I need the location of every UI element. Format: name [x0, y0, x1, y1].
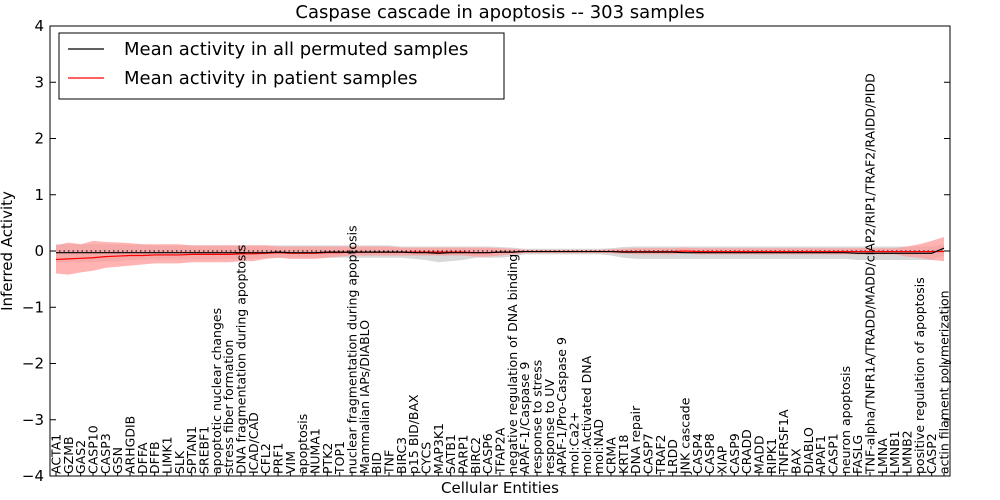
x-category-label: PRF1 [271, 443, 286, 474]
y-axis: 4 3 2 1 0 −1 −2 −3 −4 [22, 17, 950, 485]
x-category-label: BAX [789, 448, 804, 474]
x-category-label: negative regulation of DNA binding [505, 254, 520, 474]
x-category-label: response to UV [542, 379, 557, 474]
y-axis-label: Inferred Activity [0, 191, 16, 311]
x-category-label: CASP2 [924, 433, 939, 474]
x-category-label: GZMB [61, 436, 76, 474]
x-category-label: LMNB2 [900, 430, 915, 474]
x-category-label: DFFA [135, 442, 150, 474]
x-category-label: SLK [172, 450, 187, 474]
legend: Mean activity in all permuted samples Me… [58, 32, 505, 100]
x-category-label: Mammalian IAPs/DIABLO [357, 320, 372, 474]
x-category-label: GSN [110, 447, 125, 474]
x-category-label: PTK2 [320, 443, 335, 474]
y-tick-label: 0 [34, 242, 44, 260]
x-category-label: CFL2 [258, 443, 273, 474]
y-tick-label: 4 [34, 17, 44, 35]
x-category-label: SREBF1 [197, 426, 212, 474]
x-category-label: CASP1 [826, 433, 841, 474]
x-category-label: SATB1 [443, 434, 458, 474]
x-category-label: stress fiber formation [221, 340, 236, 474]
x-category-label: CASP6 [480, 433, 495, 474]
x-category-label: BIRC3 [394, 437, 409, 474]
series-lines [55, 247, 945, 261]
x-category-label: ARHGDIB [123, 416, 138, 474]
y-tick-label: −2 [22, 355, 44, 373]
chart-title: Caspase cascade in apoptosis -- 303 samp… [295, 2, 704, 23]
x-category-label: CRMA [604, 437, 619, 474]
x-category-label: JNK cascade [678, 397, 693, 475]
x-category-label: CASP9 [727, 433, 742, 474]
y-tick-label: 2 [34, 130, 44, 148]
x-category-label: LIMK1 [160, 436, 175, 474]
x-category-label: TNFRSF1A [776, 409, 791, 475]
x-category-label: APAF-1/Pro-Caspase 9 [554, 337, 569, 474]
x-category-label: TFAP2A [493, 427, 508, 475]
x-category-label: CRADD [739, 429, 754, 474]
x-category-label: CASP10 [86, 425, 101, 474]
x-axis: ACTA1GZMBGAS2CASP10CASP3GSNARHGDIBDFFADF… [49, 73, 952, 476]
x-category-label: SPTAN1 [184, 426, 199, 474]
x-axis-label: Cellular Entities [441, 479, 559, 497]
legend-label-patient: Mean activity in patient samples [124, 68, 418, 89]
x-category-label: TNF [382, 450, 397, 475]
x-category-label: NUMA1 [308, 428, 323, 474]
x-category-label: CASP8 [702, 433, 717, 474]
x-category-label: mol:NAD [591, 419, 606, 474]
x-category-label: XIAP [715, 445, 730, 474]
x-category-label: MADD [752, 435, 767, 474]
x-category-label: BIRC2 [468, 437, 483, 474]
legend-label-permuted: Mean activity in all permuted samples [124, 39, 468, 60]
y-tick-label: −4 [22, 467, 44, 485]
y-tick-label: 3 [34, 73, 44, 91]
x-category-label: response to stress [530, 360, 545, 474]
x-category-label: mol:Activated DNA [579, 355, 594, 474]
x-category-label: RIPK1 [764, 438, 779, 474]
x-category-label: PARP1 [456, 435, 471, 474]
x-category-label: positive regulation of apoptosis [912, 277, 927, 474]
x-category-label: DNA repair [628, 405, 643, 474]
x-category-label: MAP3K1 [431, 423, 446, 474]
x-category-label: GAS2 [73, 440, 88, 474]
x-category-label: APAF-1/Caspase 9 [517, 362, 532, 474]
x-category-label: FASLG [850, 435, 865, 474]
x-category-label: p15 BID/BAX [406, 394, 421, 474]
line-permuted-mean [56, 247, 945, 254]
bands [56, 236, 944, 275]
y-tick-label: 1 [34, 186, 44, 204]
x-category-label: mol:Ca2+ [567, 412, 582, 474]
x-category-label: ICAD/CAD [246, 412, 261, 474]
x-category-label: LMNB1 [887, 430, 902, 474]
y-tick-label: −1 [22, 298, 44, 316]
x-category-label: nuclear fragmentation during apoptosis [345, 225, 360, 474]
x-category-label: LRDD [665, 439, 680, 474]
x-category-label: CYCS [419, 442, 434, 474]
x-category-label: apoptotic nuclear changes [209, 308, 224, 474]
legend-box [58, 32, 505, 100]
x-category-label: ACTA1 [49, 434, 64, 474]
x-category-label: actin filament polymerization [937, 290, 952, 474]
x-category-label: neuron apoptosis [838, 366, 853, 474]
x-category-label: APAF1 [813, 435, 828, 474]
y-tick-label: −3 [22, 411, 44, 429]
x-category-label: DNA fragmentation during apoptosis [234, 245, 249, 474]
x-category-label: KRT18 [616, 434, 631, 474]
x-category-label: TNF-alpha/TNFR1A/TRADD/MADD/cIAP2/RIP1/T… [863, 73, 878, 475]
x-category-label: CASP3 [98, 433, 113, 474]
x-category-label: BID [369, 452, 384, 474]
band-patient [56, 236, 944, 275]
x-category-label: apoptosis [295, 414, 310, 474]
x-category-label: TOP1 [332, 441, 347, 475]
x-category-label: CASP4 [690, 433, 705, 474]
x-category-label: CASP7 [641, 433, 656, 474]
x-category-label: VIM [283, 451, 298, 474]
x-category-label: LMNA [875, 438, 890, 474]
x-category-label: DFFB [147, 441, 162, 474]
x-category-label: DIABLO [801, 427, 816, 474]
x-category-label: TRAF2 [653, 434, 668, 475]
